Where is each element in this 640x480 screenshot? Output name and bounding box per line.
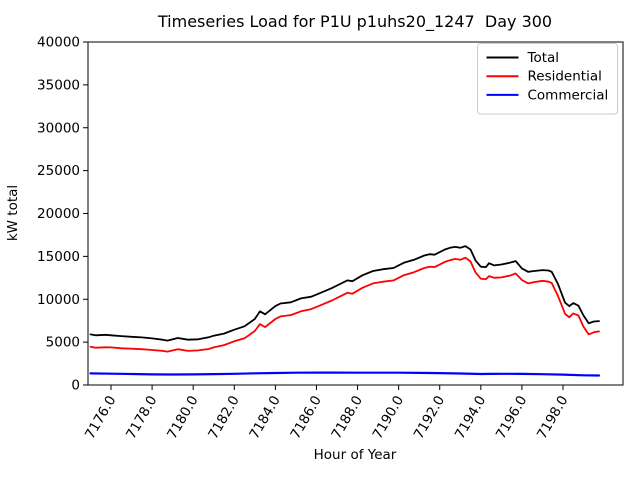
y-tick-label: 5000: [46, 335, 80, 351]
series-line-residential: [89, 256, 600, 353]
x-tick-label: 7180.0: [164, 393, 201, 442]
y-tick-label: 15000: [37, 249, 80, 265]
x-tick-label: 7188.0: [329, 393, 366, 442]
series-lines: [89, 245, 601, 377]
legend-box: [477, 43, 618, 115]
x-tick-label: 7178.0: [123, 393, 160, 442]
y-tick-label: 30000: [37, 120, 80, 136]
y-axis-ticks: 0 5000 10000 15000 20000 25000 30000 35000 40000: [37, 35, 88, 394]
x-tick-label: 7198.0: [534, 393, 571, 442]
y-tick-label: 25000: [37, 163, 80, 179]
legend: Total Residential Commercial: [477, 43, 618, 115]
y-tick-label: 0: [71, 378, 80, 394]
legend-label-commercial: Commercial: [528, 87, 609, 103]
series-line-total: [89, 245, 600, 342]
y-tick-label: 35000: [37, 77, 80, 93]
y-tick-label: 10000: [37, 292, 80, 308]
legend-label-total: Total: [527, 50, 560, 66]
x-tick-label: 7194.0: [452, 393, 489, 442]
y-axis-label: kW total: [5, 185, 21, 241]
x-axis-label: Hour of Year: [314, 447, 397, 463]
x-tick-label: 7186.0: [287, 393, 324, 442]
legend-label-residential: Residential: [528, 69, 602, 85]
x-tick-label: 7196.0: [493, 393, 530, 442]
x-tick-label: 7192.0: [411, 393, 448, 442]
x-axis-ticks: 7176.0 7178.0 7180.0 7182.0 7184.0 7186.0 7188…: [82, 385, 571, 442]
x-tick-label: 7176.0: [82, 393, 119, 442]
x-tick-label: 7184.0: [246, 393, 283, 442]
x-tick-label: 7182.0: [205, 393, 242, 442]
series-line-commercial: [89, 371, 601, 377]
chart-title: Timeseries Load for P1U p1uhs20_1247 Day…: [157, 12, 552, 32]
x-tick-label: 7190.0: [370, 393, 407, 442]
y-tick-label: 40000: [37, 35, 80, 51]
y-tick-label: 20000: [37, 206, 80, 222]
